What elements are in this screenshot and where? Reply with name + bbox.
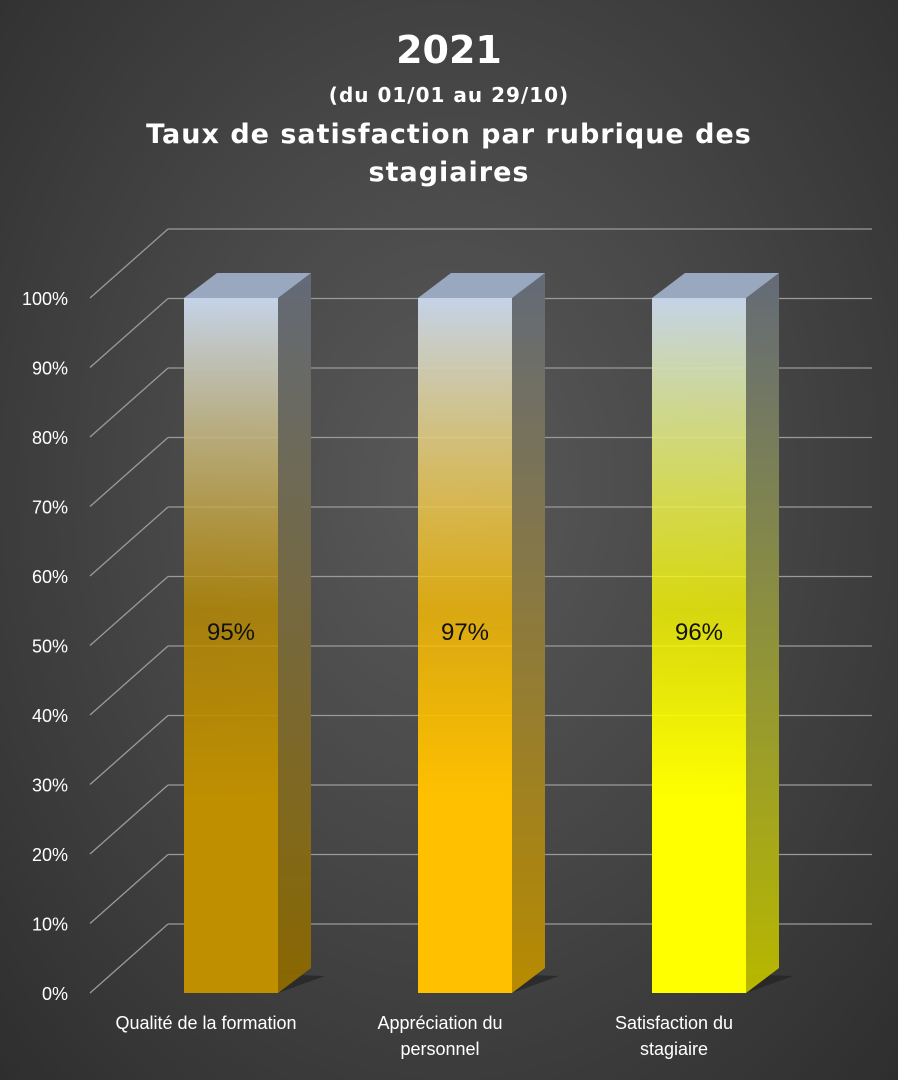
bar-top [184, 273, 311, 298]
bar-side [746, 273, 779, 993]
data-label: 95% [207, 619, 255, 646]
bar-side-shade [278, 273, 311, 993]
x-axis-categories: Qualité de la formation Appréciation du pe… [115, 1013, 733, 1059]
gridline-diagonal [89, 645, 169, 716]
bar: 95% [184, 273, 325, 993]
chart-title-block: 2021 (du 01/01 au 29/10) Taux de satisfa… [0, 24, 898, 192]
y-tick-label: 30% [32, 776, 68, 796]
data-label: 97% [441, 619, 489, 646]
chart-title: 2021 [396, 28, 502, 72]
bar-side-shade [746, 273, 779, 993]
category-label: personnel [400, 1039, 479, 1059]
gridline-diagonal [89, 576, 169, 646]
category-label: stagiaire [640, 1039, 708, 1059]
gridline-diagonal [89, 298, 169, 368]
gridline-diagonal [89, 228, 169, 299]
bar-side [512, 273, 545, 993]
bar: 97% [418, 273, 559, 993]
category-label: Qualité de la formation [115, 1013, 296, 1033]
y-tick-label: 70% [32, 498, 68, 518]
category-label: Appréciation du [377, 1013, 502, 1033]
y-axis-ticks: 0% 10% 20% 30% 40% 50% 60% 70% 80% 90% 100% [22, 289, 68, 1004]
gridline-diagonal [89, 437, 169, 507]
category-label: Satisfaction du [615, 1013, 733, 1033]
y-tick-label: 0% [42, 984, 68, 1004]
y-tick-label: 60% [32, 567, 68, 587]
bar-top [652, 273, 779, 298]
y-tick-label: 100% [22, 289, 68, 309]
bar-front [184, 298, 278, 993]
gridline-diagonal [89, 784, 169, 855]
bar-front [418, 298, 512, 993]
bar-front [652, 298, 746, 993]
bars: 95% 97% 96% [184, 273, 793, 993]
gridline-diagonal [89, 506, 169, 577]
bar-top [418, 273, 545, 298]
chart-subtitle: Taux de satisfaction par rubrique des st… [146, 119, 752, 188]
gridline-diagonal [89, 923, 169, 994]
y-tick-label: 50% [32, 637, 68, 657]
gridline-diagonal [89, 367, 169, 438]
y-tick-label: 80% [32, 428, 68, 448]
bar: 96% [652, 273, 793, 993]
y-tick-label: 90% [32, 359, 68, 379]
gridline-diagonal [89, 854, 169, 924]
data-label: 96% [675, 619, 723, 646]
y-tick-label: 40% [32, 706, 68, 726]
y-tick-label: 10% [32, 915, 68, 935]
chart-period: (du 01/01 au 29/10) [328, 83, 570, 107]
bar-side [278, 273, 311, 993]
y-tick-label: 20% [32, 845, 68, 865]
bar-side-shade [512, 273, 545, 993]
gridline-diagonal [89, 715, 169, 785]
